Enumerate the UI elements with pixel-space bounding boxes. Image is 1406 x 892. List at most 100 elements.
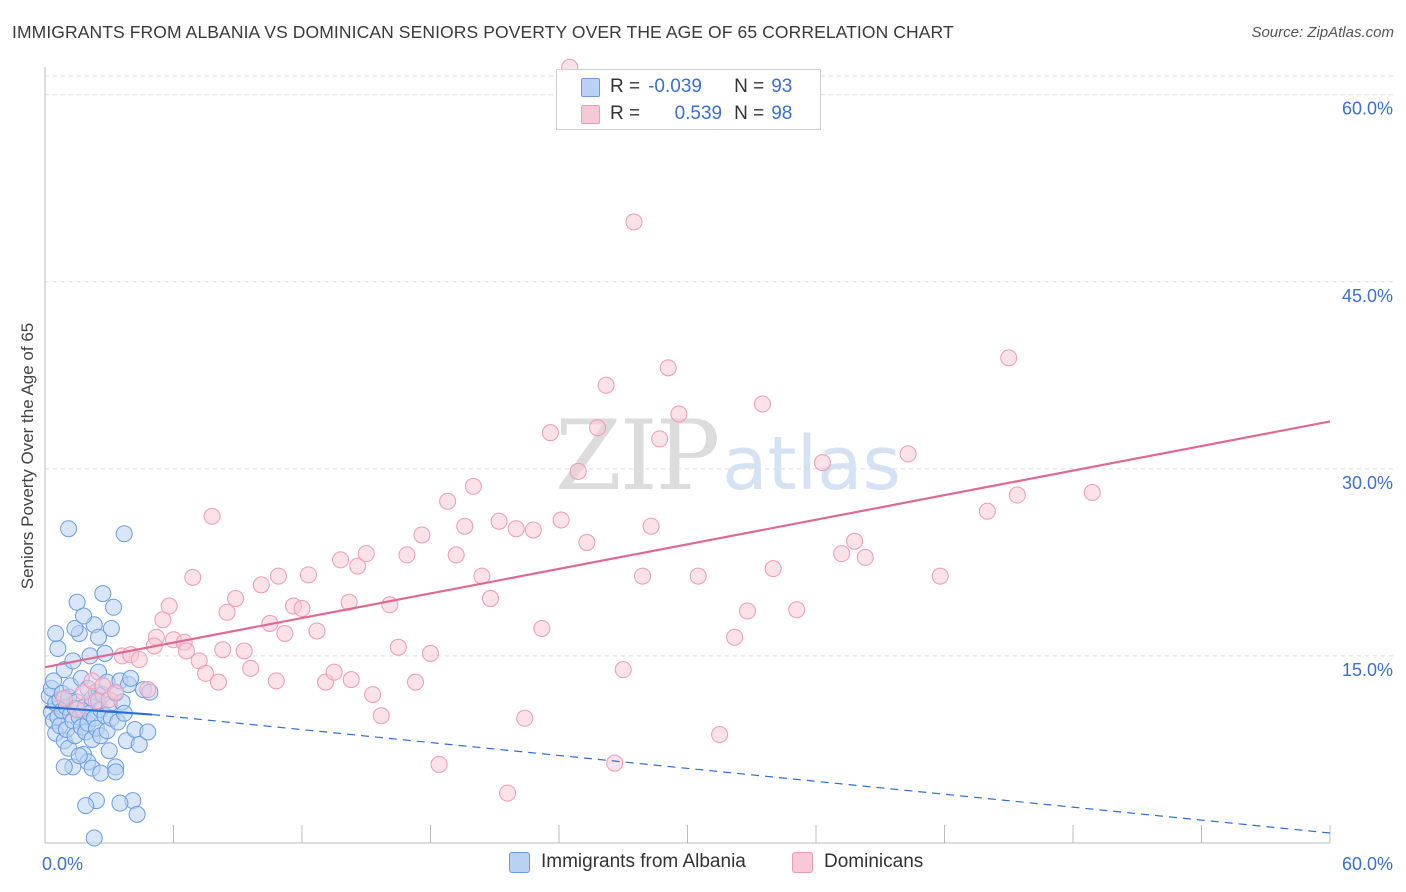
legend-swatch-dominicans [581, 104, 600, 124]
series-legend-label-dominicans: Dominicans [824, 851, 924, 872]
y-axis-label: Seniors Poverty Over the Age of 65 [18, 323, 37, 589]
point-dominicans-40 [364, 686, 382, 704]
point-dominicans-80 [753, 395, 771, 413]
point-dominicans-75 [670, 405, 688, 423]
correlation-legend: R = -0.039 N = 93 R = 0.539 N = 98 [556, 69, 821, 130]
point-dominicans-31 [293, 600, 311, 618]
y-tick-label-3: 60.0% [1342, 99, 1393, 119]
series-legend-swatch-albania [509, 851, 530, 873]
point-dominicans-49 [439, 492, 457, 510]
series-legend-dominicans[interactable]: Dominicans [792, 851, 923, 873]
point-dominicans-61 [541, 424, 559, 442]
point-albania-8 [49, 639, 67, 657]
legend-n-value-albania: 93 [771, 76, 793, 97]
point-albania-68 [122, 669, 140, 687]
point-dominicans-82 [788, 601, 806, 619]
legend-row-albania: R = -0.039 N = 93 [581, 75, 792, 99]
legend-n-value-dominicans: 98 [771, 103, 793, 124]
point-dominicans-91 [1008, 486, 1026, 504]
point-albania-72 [130, 735, 148, 753]
point-albania-74 [139, 723, 157, 741]
point-dominicans-58 [516, 709, 534, 727]
point-albania-89 [75, 607, 93, 625]
point-albania-78 [70, 747, 88, 765]
point-dominicans-83 [813, 454, 831, 472]
point-dominicans-13 [154, 611, 172, 629]
series-legend-swatch-dominicans [792, 851, 813, 873]
point-dominicans-44 [398, 546, 416, 564]
point-dominicans-21 [209, 673, 227, 691]
point-albania-25 [68, 593, 86, 611]
trend-dominicans [44, 420, 1331, 669]
point-dominicans-79 [738, 602, 756, 620]
point-dominicans-24 [235, 642, 253, 660]
point-albania-71 [128, 805, 146, 823]
y-tick-label-2: 45.0% [1342, 286, 1393, 306]
chart-source: Source: ZipAtlas.com [1251, 24, 1394, 41]
point-dominicans-22 [218, 603, 236, 621]
point-albania-83 [111, 794, 129, 812]
legend-r-value-dominicans: 0.539 [674, 103, 723, 124]
y-tick-labels: 15.0% 30.0% 45.0% 60.0% [1342, 99, 1393, 680]
point-dominicans-96 [214, 641, 232, 659]
point-dominicans-7 [107, 683, 125, 701]
point-albania-56 [100, 742, 118, 760]
series-legend: Immigrants from Albania Dominicans [0, 851, 1406, 879]
point-dominicans-10 [130, 651, 148, 669]
trend-albania-solid [44, 705, 153, 716]
point-dominicans-60 [533, 619, 551, 637]
point-dominicans-20 [203, 507, 221, 525]
point-dominicans-47 [422, 644, 439, 662]
point-dominicans-92 [1083, 484, 1101, 502]
legend-n-label-albania: N = [734, 76, 765, 97]
point-dominicans-14 [160, 597, 178, 615]
y-tick-label-0: 15.0% [1342, 660, 1393, 680]
legend-r-label-dominicans: R = [610, 103, 641, 124]
point-dominicans-26 [252, 576, 270, 594]
point-dominicans-2 [75, 683, 93, 701]
point-dominicans-54 [481, 590, 499, 608]
point-dominicans-94 [267, 672, 285, 690]
point-albania-85 [60, 520, 78, 538]
point-dominicans-50 [447, 546, 465, 564]
series-dominicans-points [55, 58, 1101, 802]
x-tick-label-1: 60.0% [1342, 854, 1393, 874]
point-albania-59 [105, 598, 123, 616]
point-dominicans-68 [606, 754, 624, 772]
point-dominicans-89 [978, 502, 996, 520]
point-dominicans-77 [711, 725, 729, 743]
point-dominicans-19 [197, 664, 215, 682]
point-dominicans-69 [614, 661, 632, 679]
point-dominicans-70 [625, 213, 643, 231]
point-dominicans-78 [726, 628, 744, 646]
series-legend-albania[interactable]: Immigrants from Albania [509, 851, 746, 873]
point-dominicans-48 [430, 755, 448, 773]
point-dominicans-57 [507, 520, 525, 538]
y-tick-label-1: 30.0% [1342, 473, 1393, 493]
point-dominicans-93 [342, 671, 360, 689]
legend-r-label-albania: R = [610, 76, 641, 97]
x-tick-labels: 0.0% 60.0% [42, 854, 1393, 874]
point-dominicans-43 [389, 638, 407, 656]
point-dominicans-56 [499, 784, 517, 802]
point-dominicans-36 [332, 551, 350, 569]
point-dominicans-73 [651, 430, 669, 448]
point-albania-79 [92, 764, 110, 782]
point-dominicans-11 [139, 681, 157, 699]
point-dominicans-35 [325, 663, 343, 681]
point-dominicans-66 [589, 419, 607, 437]
point-albania-50 [94, 585, 112, 603]
legend-n-label-dominicans: N = [734, 103, 765, 124]
axes [44, 67, 1331, 844]
point-dominicans-67 [597, 376, 615, 394]
point-dominicans-72 [642, 517, 660, 535]
trend-albania-dashed [152, 713, 1331, 834]
point-dominicans-52 [464, 477, 482, 495]
point-dominicans-41 [372, 707, 390, 725]
point-dominicans-51 [456, 517, 474, 535]
point-albania-88 [90, 628, 108, 646]
point-albania-86 [47, 624, 65, 642]
point-dominicans-87 [899, 445, 917, 463]
point-dominicans-76 [689, 567, 707, 585]
